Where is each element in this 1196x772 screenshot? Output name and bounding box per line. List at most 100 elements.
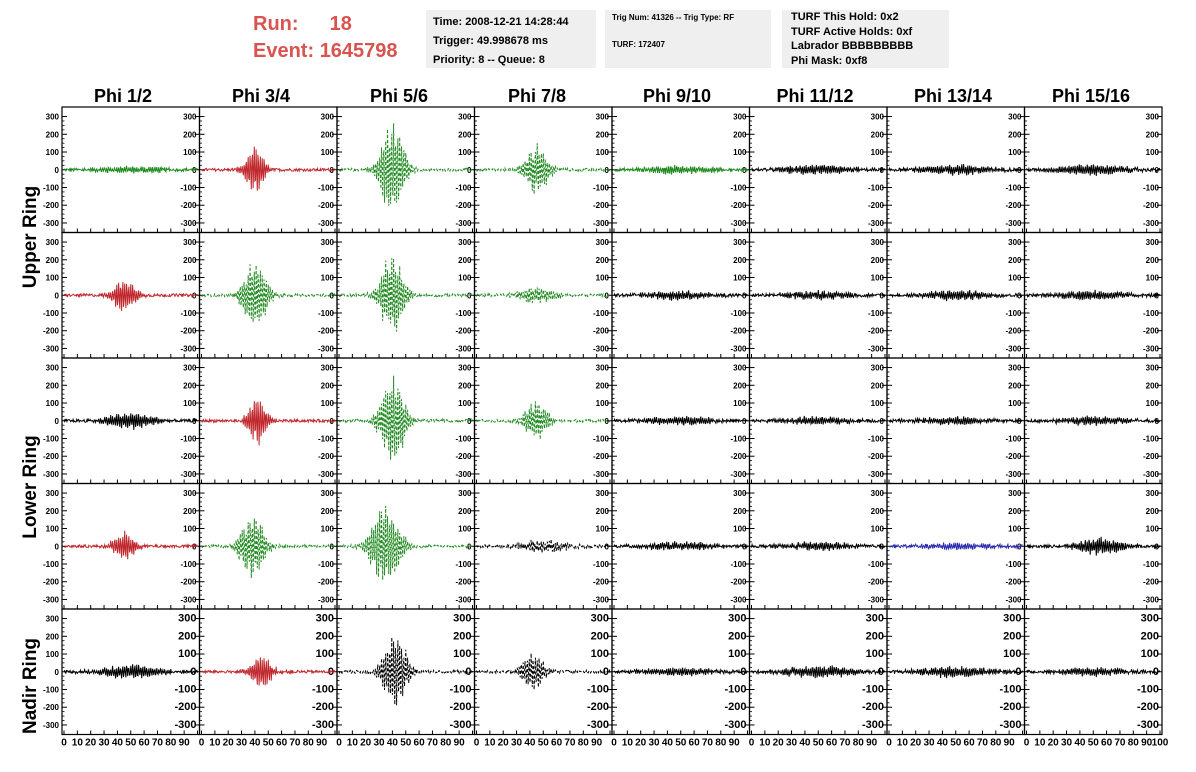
x-tick-label: 20	[635, 738, 647, 749]
run-value: 18	[329, 13, 352, 35]
y-tick-label: 300	[183, 113, 197, 122]
phi-label-2: Phi 3/4	[231, 86, 291, 106]
panel-frame	[473, 357, 613, 485]
x-tick-label: 0	[474, 738, 480, 749]
y-tick-label: -100	[1143, 309, 1160, 318]
y-tick-label: 200	[591, 630, 609, 642]
y-tick-label: 200	[1146, 507, 1160, 516]
y-tick-label: -300	[43, 219, 60, 228]
x-tick-label: 0	[336, 738, 342, 749]
waveform-trace-black	[751, 415, 886, 426]
trig-num-text: Trig Num: 41326 -- Trig Type: RF	[612, 13, 735, 22]
y-tick-label: 100	[183, 399, 197, 408]
y-tick-label: -100	[1005, 183, 1022, 192]
y-tick-label: 200	[46, 130, 60, 139]
y-tick-label: -200	[1005, 327, 1022, 336]
turf-hold-text: TURF This Hold: 0x2	[791, 11, 899, 23]
y-tick-label: -200	[730, 327, 747, 336]
x-tick-label: 50	[813, 738, 825, 749]
phi-label-7: Phi 13/14	[913, 86, 993, 106]
y-tick-label: 200	[46, 381, 60, 390]
y-tick-label: 0	[55, 166, 60, 175]
y-tick-label: 200	[1141, 630, 1159, 642]
x-tick-label: 70	[702, 738, 714, 749]
x-tick-label: 20	[498, 738, 510, 749]
y-tick-label: 200	[1008, 256, 1022, 265]
y-tick-label: -100	[449, 683, 471, 695]
waveform-trace-green	[338, 258, 473, 332]
trigger-info-box: Trig Num: 41326 -- Trig Type: RF TURF: 1…	[605, 10, 771, 68]
waveform-trace-black	[613, 415, 748, 426]
x-tick-label: 70	[564, 738, 576, 749]
y-tick-label: -100	[1137, 683, 1159, 695]
y-tick-label: -100	[455, 183, 472, 192]
waveform-trace-black	[613, 290, 748, 301]
waveform-trace-green	[338, 375, 473, 460]
y-tick-label: -300	[180, 470, 197, 479]
y-tick-label: -300	[1137, 719, 1159, 731]
waveform-trace-black	[888, 290, 1023, 302]
x-tick-label: 40	[112, 738, 124, 749]
event-label-text: Event:	[253, 40, 315, 62]
x-tick-label: 40	[387, 738, 399, 749]
waveform-trace-black	[751, 290, 886, 301]
y-tick-label: 100	[316, 648, 334, 660]
y-tick-label: 0	[1155, 291, 1160, 300]
y-tick-label: 200	[596, 256, 610, 265]
x-tick-label: 40	[662, 738, 674, 749]
y-tick-label: -100	[43, 560, 60, 569]
x-tick-label: 20	[85, 738, 97, 749]
y-tick-label: -300	[43, 344, 60, 353]
y-tick-label: 100	[733, 525, 747, 534]
x-tick-label: 60	[826, 738, 838, 749]
y-tick-label: 100	[183, 148, 197, 157]
y-tick-label: -100	[1005, 560, 1022, 569]
time-text: Time: 2008-12-21 14:28:44	[433, 16, 569, 28]
y-tick-label: 300	[321, 489, 335, 498]
y-tick-label: -200	[593, 327, 610, 336]
y-tick-label: 300	[1146, 364, 1160, 373]
y-tick-label: 100	[183, 274, 197, 283]
x-tick-label: 20	[1048, 738, 1060, 749]
y-tick-label: -200	[1143, 452, 1160, 461]
y-tick-label: 300	[728, 613, 746, 625]
y-tick-label: 200	[183, 381, 197, 390]
y-tick-label: 200	[453, 630, 471, 642]
y-tick-label: 0	[467, 417, 472, 426]
y-tick-label: 300	[1008, 238, 1022, 247]
x-tick-label: 10	[622, 738, 634, 749]
y-tick-label: -300	[587, 719, 609, 731]
x-tick-label: 60	[964, 738, 976, 749]
x-tick-label: 80	[303, 738, 315, 749]
y-tick-label: -200	[318, 452, 335, 461]
y-tick-label: -300	[862, 719, 884, 731]
y-tick-label: -200	[455, 578, 472, 587]
waveform-trace-red	[63, 281, 198, 311]
x-tick-label: 50	[538, 738, 550, 749]
y-tick-label: -200	[455, 327, 472, 336]
y-tick-label: -100	[455, 560, 472, 569]
y-tick-label: 100	[866, 648, 884, 660]
y-tick-label: -300	[999, 719, 1021, 731]
waveform-trace-green	[338, 505, 473, 581]
x-tick-label: 80	[853, 738, 865, 749]
y-tick-label: -200	[730, 201, 747, 210]
y-tick-label: -100	[318, 560, 335, 569]
y-tick-label: 300	[183, 238, 197, 247]
y-tick-label: 200	[728, 630, 746, 642]
y-tick-label: 100	[733, 274, 747, 283]
y-tick-label: 200	[183, 507, 197, 516]
x-tick-label: 30	[923, 738, 935, 749]
waveform-trace-green	[63, 165, 198, 174]
y-tick-label: 100	[183, 525, 197, 534]
y-tick-label: 100	[453, 648, 471, 660]
y-tick-label: 200	[871, 256, 885, 265]
waveform-trace-black	[888, 416, 1023, 426]
waveform-trace-red	[63, 530, 198, 560]
y-tick-label: 200	[596, 130, 610, 139]
y-tick-label: 100	[458, 399, 472, 408]
x-tick-label: 0	[611, 738, 617, 749]
y-tick-label: 300	[1146, 113, 1160, 122]
y-tick-label: 0	[467, 291, 472, 300]
y-tick-label: 300	[46, 489, 60, 498]
